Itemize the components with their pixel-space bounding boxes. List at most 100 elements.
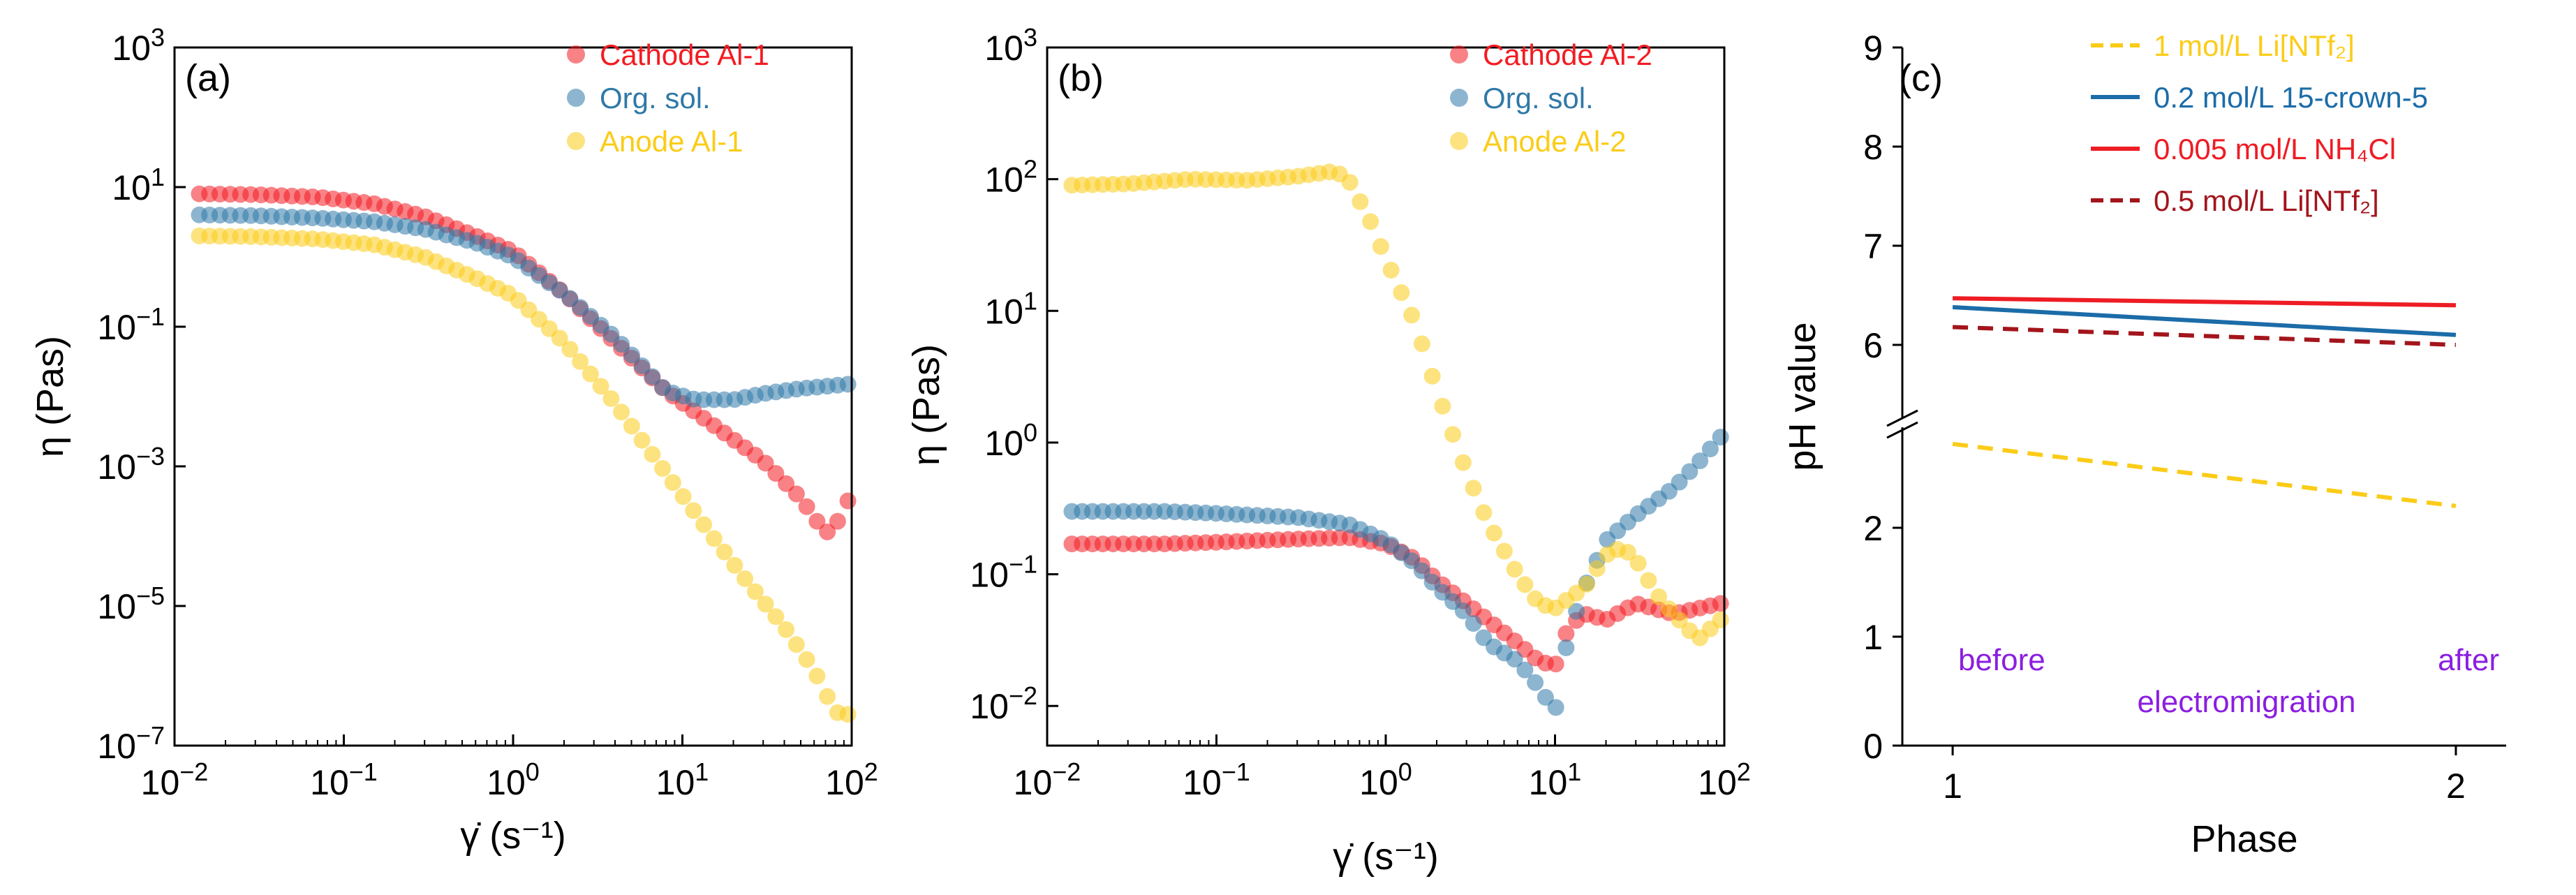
data-point bbox=[602, 325, 620, 343]
panel-c-label: (c) bbox=[1899, 57, 1943, 99]
panel-c-axes: 0 1 2 6 7 8 9 1 2 bbox=[1863, 29, 2506, 806]
data-point bbox=[1413, 335, 1430, 353]
y-tick-label-base: 10 bbox=[970, 687, 1009, 726]
y-tick-label: 2 bbox=[1863, 509, 1883, 548]
y-tick-label-base: 10 bbox=[970, 556, 1009, 595]
y-tick-label-base: 10 bbox=[97, 308, 136, 347]
y-tick-label-exp: 0 bbox=[1023, 418, 1037, 447]
panel-a: 10−2 10−1 100 101 10210−710−510−310−1101103 … bbox=[29, 23, 878, 857]
legend-marker bbox=[1450, 132, 1468, 150]
panel-c-data-lines bbox=[1952, 296, 2457, 508]
y-tick-label-exp: −5 bbox=[136, 582, 165, 610]
legend-label: 1 mol/L Li[NTf₂] bbox=[2154, 29, 2355, 62]
series-line bbox=[1952, 325, 2457, 347]
data-point bbox=[778, 621, 795, 638]
data-point bbox=[839, 706, 857, 723]
y-tick-label: 1 bbox=[1863, 618, 1883, 657]
data-point bbox=[664, 474, 681, 491]
x-tick-label-exp: 2 bbox=[1737, 757, 1751, 786]
data-point bbox=[592, 378, 609, 395]
data-point bbox=[798, 498, 815, 515]
y-tick-label-exp: −1 bbox=[1009, 550, 1037, 579]
data-point bbox=[561, 341, 579, 358]
panel-a-xlabel: γ̇ (s⁻¹) bbox=[460, 815, 565, 857]
panel-a-data-points bbox=[191, 185, 857, 723]
data-point bbox=[1341, 174, 1359, 191]
data-point bbox=[623, 346, 640, 364]
x-tick-label: 102 bbox=[825, 757, 878, 802]
data-point bbox=[1403, 552, 1421, 570]
x-tick-label-exp: −1 bbox=[1222, 757, 1250, 786]
data-point bbox=[787, 485, 805, 503]
annotation-after: after bbox=[2438, 643, 2499, 677]
data-point bbox=[1372, 238, 1389, 256]
legend-label: 0.005 mol/L NH₄Cl bbox=[2154, 133, 2396, 165]
data-point bbox=[1423, 367, 1441, 385]
data-point bbox=[1413, 562, 1430, 579]
y-tick-label: 10−2 bbox=[970, 681, 1037, 726]
x-tick-label-exp: 0 bbox=[526, 757, 540, 786]
data-point bbox=[1454, 454, 1472, 471]
data-point bbox=[644, 445, 661, 463]
data-point bbox=[1547, 699, 1564, 716]
data-point bbox=[1527, 674, 1544, 691]
y-tick-label-base: 10 bbox=[97, 587, 136, 626]
x-tick-label-exp: −2 bbox=[179, 757, 208, 786]
data-point bbox=[551, 330, 568, 347]
data-point bbox=[1671, 612, 1688, 629]
data-point bbox=[1681, 463, 1698, 480]
x-tick-label: 10−1 bbox=[310, 757, 378, 802]
y-tick-label: 10−5 bbox=[97, 582, 165, 626]
y-tick-label-exp: 1 bbox=[1023, 286, 1037, 315]
axis-break-mark bbox=[1886, 421, 1918, 439]
data-point bbox=[1352, 193, 1369, 210]
x-tick-label-base: 10 bbox=[1359, 763, 1398, 802]
y-tick-label-base: 10 bbox=[984, 424, 1023, 463]
y-tick-label-exp: −7 bbox=[136, 721, 165, 750]
data-point bbox=[1495, 542, 1513, 560]
series-line bbox=[1952, 305, 2457, 337]
data-point bbox=[839, 376, 857, 393]
y-tick-label: 101 bbox=[984, 286, 1037, 331]
data-point bbox=[819, 688, 836, 705]
data-point bbox=[767, 608, 785, 626]
x-tick-label-exp: −1 bbox=[349, 757, 378, 786]
y-tick-label: 0 bbox=[1863, 727, 1883, 766]
data-point bbox=[1444, 426, 1462, 443]
data-point bbox=[726, 556, 743, 574]
data-point bbox=[757, 596, 774, 613]
y-tick-label-base: 10 bbox=[112, 168, 151, 207]
panel-b-legend: Cathode Al-2 Org. sol. Anode Al-2 bbox=[1450, 38, 1652, 158]
data-point bbox=[819, 523, 836, 540]
data-point bbox=[1393, 284, 1410, 302]
panel-b-label: (b) bbox=[1058, 57, 1104, 99]
data-point bbox=[1403, 306, 1421, 324]
panel-c-legend: 1 mol/L Li[NTf₂] 0.2 mol/L 15-crown-5 0.00… bbox=[2091, 29, 2428, 217]
x-tick-label-base: 10 bbox=[1014, 763, 1053, 802]
x-tick-label-base: 10 bbox=[141, 763, 180, 802]
x-tick-label-base: 10 bbox=[825, 763, 864, 802]
x-tick-label-exp: 1 bbox=[695, 757, 709, 786]
data-point bbox=[1671, 473, 1688, 491]
data-point bbox=[1454, 602, 1472, 620]
series-line bbox=[1953, 296, 2456, 308]
y-tick-label: 10−3 bbox=[97, 442, 165, 487]
y-tick-label-exp: 1 bbox=[151, 163, 165, 191]
data-point bbox=[808, 667, 826, 685]
y-tick-label: 103 bbox=[112, 23, 165, 68]
legend-marker bbox=[567, 89, 585, 107]
legend-marker bbox=[1450, 45, 1468, 64]
x-tick-label: 10−2 bbox=[141, 757, 209, 802]
x-tick-label: 100 bbox=[1359, 757, 1412, 802]
data-point bbox=[1506, 561, 1523, 578]
y-tick-label: 101 bbox=[112, 163, 165, 207]
data-point bbox=[674, 488, 692, 505]
x-tick-label-exp: −2 bbox=[1052, 757, 1081, 786]
panel-b-ylabel: η (Pas) bbox=[905, 344, 947, 466]
y-tick-label-base: 10 bbox=[97, 448, 136, 487]
panel-c-ylabel: pH value bbox=[1782, 322, 1823, 471]
data-point bbox=[1629, 554, 1647, 572]
data-point bbox=[685, 502, 702, 519]
data-point bbox=[767, 465, 785, 482]
